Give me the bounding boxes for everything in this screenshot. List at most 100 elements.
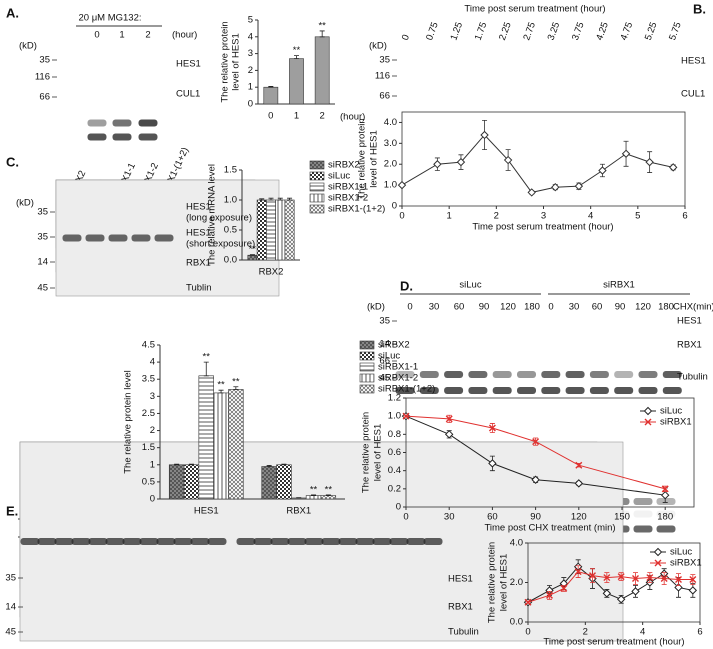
point xyxy=(589,572,596,580)
y-tick-label: 4 xyxy=(248,31,253,42)
y-tick-label: 2 xyxy=(248,65,253,76)
y-tick-label: 4 xyxy=(150,357,155,368)
y-tick-label: 1 xyxy=(248,82,253,93)
error-bar xyxy=(294,55,299,60)
lane-label: 3.25 xyxy=(546,21,563,42)
kd-label: (kD) xyxy=(16,198,34,209)
bar xyxy=(314,36,330,105)
band xyxy=(444,371,464,378)
y-axis-label: The relative protein level xyxy=(123,370,134,474)
point xyxy=(574,568,582,576)
bar xyxy=(266,199,276,261)
band xyxy=(389,538,409,545)
band xyxy=(662,371,682,378)
bar xyxy=(276,464,292,500)
mw-marker: 35 xyxy=(5,573,16,584)
point xyxy=(402,412,410,420)
band xyxy=(139,538,159,545)
band xyxy=(87,133,107,141)
point xyxy=(456,157,466,167)
x-tick-label: 30 xyxy=(444,512,455,523)
significance: ** xyxy=(217,380,225,391)
point xyxy=(646,574,654,582)
y-axis-label: level of HES1 xyxy=(373,424,384,482)
lane-label: 1.25 xyxy=(448,21,465,42)
lane-label: 0 xyxy=(400,33,412,42)
x-tick-label: 180 xyxy=(657,512,673,523)
x-tick-label: 150 xyxy=(614,512,630,523)
legend-label: siLuc xyxy=(378,351,400,362)
mw-marker: 35 xyxy=(379,55,390,66)
band xyxy=(468,387,488,394)
error-bar xyxy=(268,85,274,88)
legend-swatch xyxy=(309,171,325,181)
x-axis-label: Time post serum treatment (hour) xyxy=(472,222,613,233)
lane-label: 180 xyxy=(658,302,674,313)
y-tick-label: 1 xyxy=(150,459,155,470)
legend-swatch xyxy=(309,182,325,192)
band xyxy=(207,538,227,545)
error-bar xyxy=(203,361,209,377)
band-label: Tublin xyxy=(186,283,212,294)
x-tick-label: 4 xyxy=(588,211,593,222)
y-axis-label: level of HES1 xyxy=(231,33,242,91)
lane-label: 0 xyxy=(94,30,99,41)
point xyxy=(574,479,584,488)
point xyxy=(632,575,639,583)
x-tick-label: 6 xyxy=(697,627,702,638)
point xyxy=(551,182,560,192)
band xyxy=(112,119,132,127)
point xyxy=(574,181,584,191)
legend-label: siRBX2 xyxy=(378,340,410,351)
bar xyxy=(284,199,295,261)
lane-label: 0.75 xyxy=(424,21,441,42)
band-label: Tubulin xyxy=(677,372,708,383)
error-bar xyxy=(233,386,239,390)
lane-label: 0 xyxy=(548,302,553,313)
x-tick-label: 2 xyxy=(494,211,499,222)
lane-unit: CHX(min) xyxy=(673,302,713,313)
y-tick-label: 4.5 xyxy=(142,340,155,351)
point xyxy=(621,149,631,158)
y-tick-label: 1.0 xyxy=(224,195,237,206)
y-tick-label: 2.0 xyxy=(510,577,523,588)
point xyxy=(532,438,540,446)
band xyxy=(517,371,536,378)
lane-label: 90 xyxy=(479,302,490,313)
legend-label: siRBX1-2 xyxy=(328,193,368,204)
error-bar xyxy=(188,463,194,466)
band xyxy=(614,371,634,378)
band-label: HES1 xyxy=(186,202,211,213)
group-label: siRBX1 xyxy=(603,280,635,291)
bar xyxy=(247,254,258,261)
y-tick-label: 0 xyxy=(396,502,401,513)
band xyxy=(87,119,107,127)
band xyxy=(122,538,142,545)
x-tick-label: 60 xyxy=(487,512,498,523)
legend-label: siRBX1 xyxy=(670,558,702,569)
x-tick-label: 90 xyxy=(530,512,541,523)
panel-label: B. xyxy=(693,1,706,16)
point xyxy=(689,576,697,584)
band xyxy=(406,538,426,545)
band xyxy=(633,525,653,533)
band xyxy=(108,234,128,242)
point xyxy=(675,576,682,584)
band-label: HES1 xyxy=(448,574,473,585)
y-tick-label: 0.2 xyxy=(388,483,401,494)
bar xyxy=(198,375,214,500)
y-tick-label: 0 xyxy=(392,201,397,212)
x-tick-label: 1 xyxy=(294,111,299,122)
band-label: HES1 xyxy=(176,59,201,70)
point xyxy=(631,587,640,596)
error-bar xyxy=(311,494,317,496)
x-tick-label: 3 xyxy=(541,211,546,222)
y-tick-label: 4.0 xyxy=(510,538,523,549)
band xyxy=(541,371,561,378)
error-bar xyxy=(174,463,180,466)
band xyxy=(589,371,609,378)
band-label: (long exposure) xyxy=(186,213,252,224)
legend-label: siRBX1 xyxy=(660,417,692,428)
x-tick-label: 0 xyxy=(399,211,404,222)
band xyxy=(112,133,132,141)
